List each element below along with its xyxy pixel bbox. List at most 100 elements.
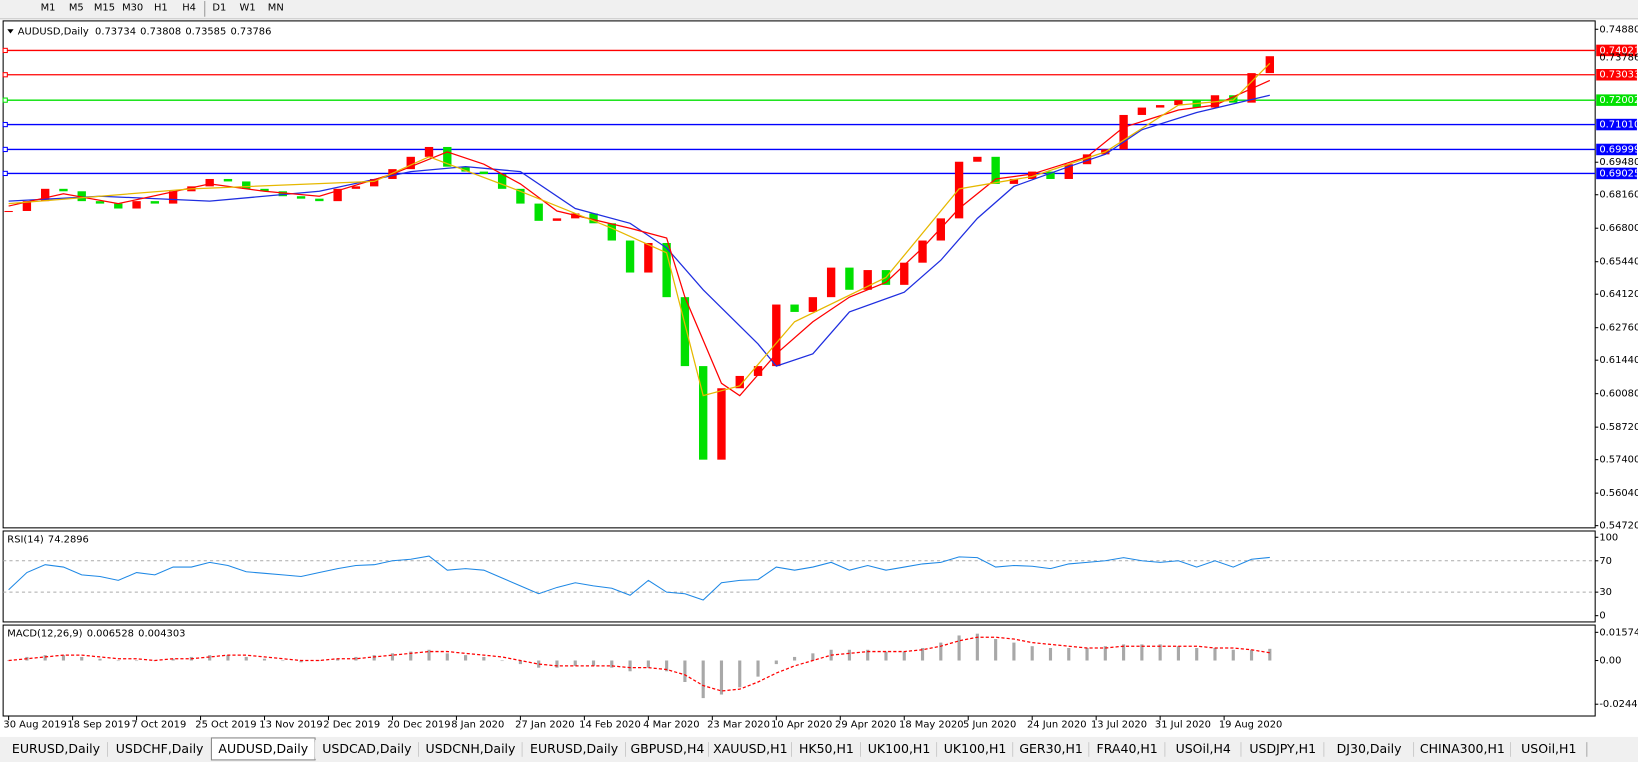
signal-value: 0.004303 xyxy=(138,628,185,639)
candle-body xyxy=(40,188,50,202)
tab-label: USDCAD,Daily xyxy=(322,741,412,756)
candle-body xyxy=(826,267,836,298)
y-tick-label: 0.65440 xyxy=(1599,257,1638,268)
timeframe-button[interactable]: M1 xyxy=(41,2,56,13)
candle-body xyxy=(223,178,233,182)
symbol-tab[interactable]: USOil,H4 xyxy=(1165,740,1242,759)
tab-label: UK100,H1 xyxy=(868,741,931,756)
candle-body xyxy=(991,156,1000,184)
symbol-tab[interactable]: UK100,H1 xyxy=(860,740,938,759)
y-tick-label: 0.015741 xyxy=(1599,627,1638,638)
level-handle xyxy=(2,170,8,177)
x-tick-label: 30 Aug 2019 xyxy=(3,719,66,730)
macd-bar xyxy=(281,660,285,662)
timeframe-button[interactable]: H4 xyxy=(182,2,196,13)
candle-body xyxy=(900,262,909,285)
macd-bar xyxy=(409,651,413,661)
candle-body xyxy=(772,304,781,367)
timeframe-button[interactable]: M15 xyxy=(94,2,115,13)
symbol-tab[interactable]: USDJPY,H1 xyxy=(1241,740,1325,759)
macd-bar xyxy=(1140,644,1144,661)
tab-label: GER30,H1 xyxy=(1019,741,1083,756)
candle-body xyxy=(205,178,214,187)
candle-body xyxy=(973,156,982,162)
level-handle xyxy=(2,121,8,128)
symbol-tab[interactable]: FRA40,H1 xyxy=(1089,740,1166,759)
x-tick-label: 23 Mar 2020 xyxy=(707,719,770,730)
macd-bar xyxy=(1213,647,1217,661)
candle-body xyxy=(1137,107,1147,115)
candle-body xyxy=(333,188,342,202)
candle-body xyxy=(443,146,452,167)
timeframe-button[interactable]: M30 xyxy=(122,2,143,13)
y-tick-label: 0.66800 xyxy=(1599,223,1638,234)
symbol-tab[interactable]: HK50,H1 xyxy=(791,740,862,759)
tab-background xyxy=(522,740,626,759)
symbol-tab[interactable]: GBPUSD,H4 xyxy=(625,740,710,759)
y-tick-label: 0.60080 xyxy=(1599,389,1638,400)
symbol-tab[interactable]: EURUSD,Daily xyxy=(4,740,109,759)
macd-bar xyxy=(555,660,559,668)
x-tick-label: 13 Nov 2019 xyxy=(259,719,322,730)
x-tick-label: 5 Jun 2020 xyxy=(963,719,1016,730)
timeframe-button[interactable]: H1 xyxy=(154,2,168,13)
symbol-tab[interactable]: UK100,H1 xyxy=(937,740,1014,759)
timeframe-label: H1 xyxy=(154,2,168,13)
rsi-header: RSI(14) 74.2896 xyxy=(7,534,89,545)
candle-body xyxy=(680,297,690,367)
macd-bar xyxy=(902,651,906,661)
macd-bar xyxy=(299,660,303,663)
level-handle xyxy=(2,146,8,153)
macd-bar xyxy=(701,660,705,699)
symbol-tab[interactable]: USDCHF,Daily xyxy=(107,740,212,759)
macd-bar xyxy=(390,653,395,661)
y-tick-label: 0 xyxy=(1599,611,1605,622)
low: 0.73585 xyxy=(185,26,226,37)
tab-label: HK50,H1 xyxy=(799,741,854,756)
symbol-tab[interactable]: CHINA300,H1 xyxy=(1414,740,1512,759)
candle-body xyxy=(1028,171,1037,179)
tab-background xyxy=(1510,740,1587,759)
x-tick-label: 31 Jul 2020 xyxy=(1155,719,1211,730)
indicator-name: MACD(12,26,9) xyxy=(7,628,82,639)
tab-label: EURUSD,Daily xyxy=(12,741,101,756)
macd-bar xyxy=(683,660,687,682)
macd-bar xyxy=(573,660,577,666)
timeframe-label: M30 xyxy=(122,2,143,13)
x-tick-label: 18 May 2020 xyxy=(899,719,964,730)
x-tick-label: 27 Jan 2020 xyxy=(515,719,574,730)
symbol-tab[interactable]: GER30,H1 xyxy=(1013,740,1090,759)
candle-body xyxy=(516,188,525,204)
tab-background xyxy=(708,740,792,759)
candle-body xyxy=(589,213,598,224)
y-tick-label: 100 xyxy=(1599,532,1618,543)
timeframe-button[interactable]: W1 xyxy=(240,2,256,13)
symbol-tab[interactable]: EURUSD,Daily xyxy=(522,740,627,759)
symbol-tab[interactable]: USDCAD,Daily xyxy=(315,740,420,759)
y-tick-label: 30 xyxy=(1599,587,1612,598)
tab-label: DJ30,Daily xyxy=(1337,741,1402,756)
timeframe-button[interactable]: D1 xyxy=(212,2,226,13)
timeframe-button[interactable]: MN xyxy=(268,2,284,13)
x-tick-label: 25 Oct 2019 xyxy=(195,719,256,730)
macd-bar xyxy=(1012,642,1016,661)
macd-bar xyxy=(317,660,321,662)
tab-label: USDCHF,Daily xyxy=(116,741,204,756)
symbol-tab[interactable]: AUDUSD,Daily xyxy=(210,737,316,761)
candle-body xyxy=(1247,73,1256,103)
tab-background xyxy=(1165,740,1242,759)
timeframe-button[interactable]: M5 xyxy=(69,2,84,13)
candle-body xyxy=(607,223,616,241)
symbol-tab[interactable]: USOil,H1 xyxy=(1510,740,1588,759)
symbol-tab[interactable]: XAUUSD,H1 xyxy=(708,740,793,759)
macd-bar xyxy=(7,660,11,662)
macd-bar xyxy=(43,655,47,661)
y-tick-label: 0.68160 xyxy=(1599,190,1638,201)
symbol-tab[interactable]: USDCNH,Daily xyxy=(418,740,523,759)
y-tick-label: 0.56040 xyxy=(1599,488,1638,499)
symbol-tab[interactable]: DJ30,Daily xyxy=(1324,740,1415,759)
toolbar xyxy=(0,0,1638,19)
timeframe-label: MN xyxy=(268,2,284,13)
macd-bar xyxy=(518,660,522,665)
candle-body xyxy=(1009,178,1019,184)
